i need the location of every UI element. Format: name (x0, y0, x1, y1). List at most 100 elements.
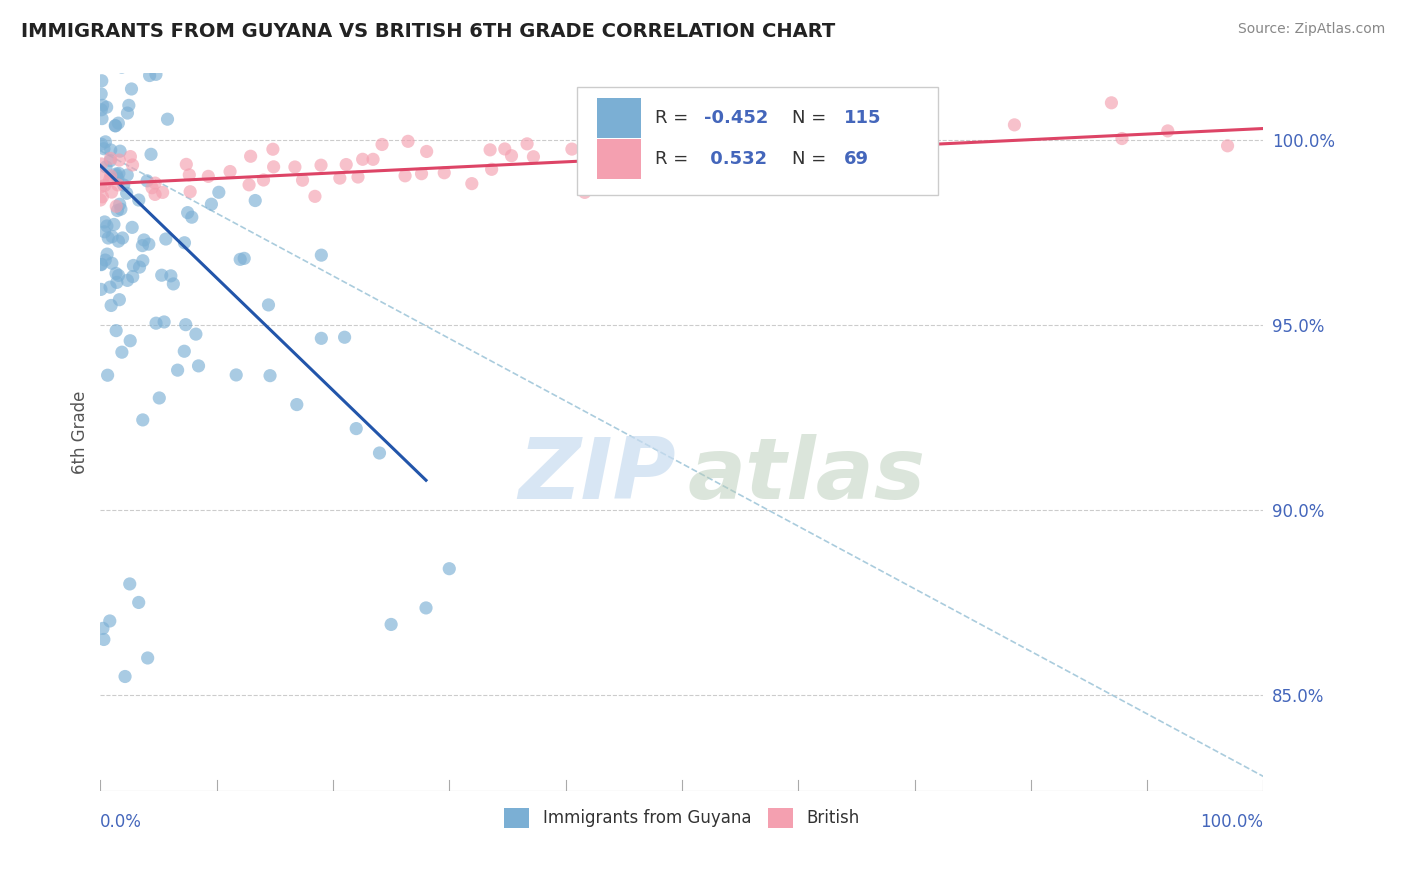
Point (481, 162, 503, 177)
Point (439, 562, 461, 576)
Point (97, 368, 120, 383)
Point (179, 168, 201, 182)
Point (284, 160, 307, 174)
Point (112, 178, 135, 192)
Text: 115: 115 (844, 109, 882, 128)
Point (415, 145, 437, 159)
Text: 0.532: 0.532 (704, 150, 768, 169)
Point (731, 115, 754, 129)
Point (90, 74, 112, 88)
Point (94, 160, 117, 174)
Point (156, 112, 179, 127)
Point (105, 324, 128, 338)
Point (121, 82, 143, 96)
Point (124, 35, 146, 49)
Point (252, 173, 274, 187)
Point (173, 344, 195, 359)
Point (616, 152, 638, 166)
Point (368, 446, 391, 460)
Point (90, 282, 112, 296)
Point (132, 233, 155, 247)
Point (233, 252, 256, 266)
Point (160, 268, 183, 283)
Point (501, 149, 523, 163)
Point (128, 193, 150, 207)
Text: atlas: atlas (688, 434, 925, 516)
Point (91, 98, 114, 112)
Point (479, 143, 502, 157)
Point (107, 116, 129, 130)
Point (371, 137, 394, 152)
Point (1216, 138, 1239, 153)
Point (304, 189, 326, 203)
FancyBboxPatch shape (598, 139, 641, 178)
Point (396, 134, 419, 148)
Point (136, 651, 159, 665)
Point (122, 259, 145, 273)
Point (329, 171, 352, 186)
Point (197, 169, 219, 184)
Point (111, 345, 134, 359)
Point (91, 190, 114, 204)
Point (93, 632, 115, 647)
Point (361, 153, 384, 167)
Point (91, 112, 114, 126)
Point (162, 277, 184, 291)
Point (148, 391, 170, 405)
Point (90, 258, 112, 272)
Point (145, 67, 167, 81)
Point (751, 141, 773, 155)
Point (561, 142, 583, 156)
Text: Source: ZipAtlas.com: Source: ZipAtlas.com (1237, 22, 1385, 37)
Point (96, 100, 118, 114)
Point (98, 153, 121, 168)
Point (347, 169, 370, 184)
Point (352, 153, 374, 167)
Point (96, 219, 118, 233)
Point (176, 205, 198, 219)
Point (90, 157, 112, 171)
Point (98, 173, 121, 187)
Point (152, 186, 174, 200)
FancyBboxPatch shape (598, 98, 641, 137)
Point (187, 359, 209, 373)
Point (143, 187, 166, 202)
FancyBboxPatch shape (578, 87, 938, 195)
Point (309, 158, 332, 172)
Point (105, 276, 128, 290)
Point (101, 256, 124, 270)
Point (94, 253, 117, 268)
Point (311, 248, 333, 262)
Point (1111, 131, 1133, 145)
Point (150, 268, 173, 283)
Point (118, 577, 141, 591)
Point (1157, 124, 1180, 138)
Point (118, 59, 141, 73)
Point (89, 35, 111, 49)
Point (101, 229, 124, 244)
Point (93, 142, 115, 156)
Point (335, 157, 357, 171)
Point (1099, 95, 1122, 110)
Point (333, 330, 356, 344)
Point (117, 273, 139, 287)
Point (105, 266, 128, 280)
Point (90, 37, 112, 51)
Point (208, 186, 231, 200)
Point (117, 106, 139, 120)
Point (166, 363, 188, 377)
Point (155, 232, 177, 246)
Point (461, 177, 484, 191)
Point (110, 202, 132, 216)
Point (229, 252, 252, 267)
Point (118, 98, 141, 112)
Point (108, 144, 131, 158)
Point (758, 125, 780, 139)
Point (93, 178, 115, 193)
Point (100, 143, 122, 157)
Point (920, 129, 942, 144)
Text: 100.0%: 100.0% (1201, 814, 1264, 831)
Point (605, 154, 627, 169)
Point (411, 167, 433, 181)
Point (245, 194, 267, 208)
